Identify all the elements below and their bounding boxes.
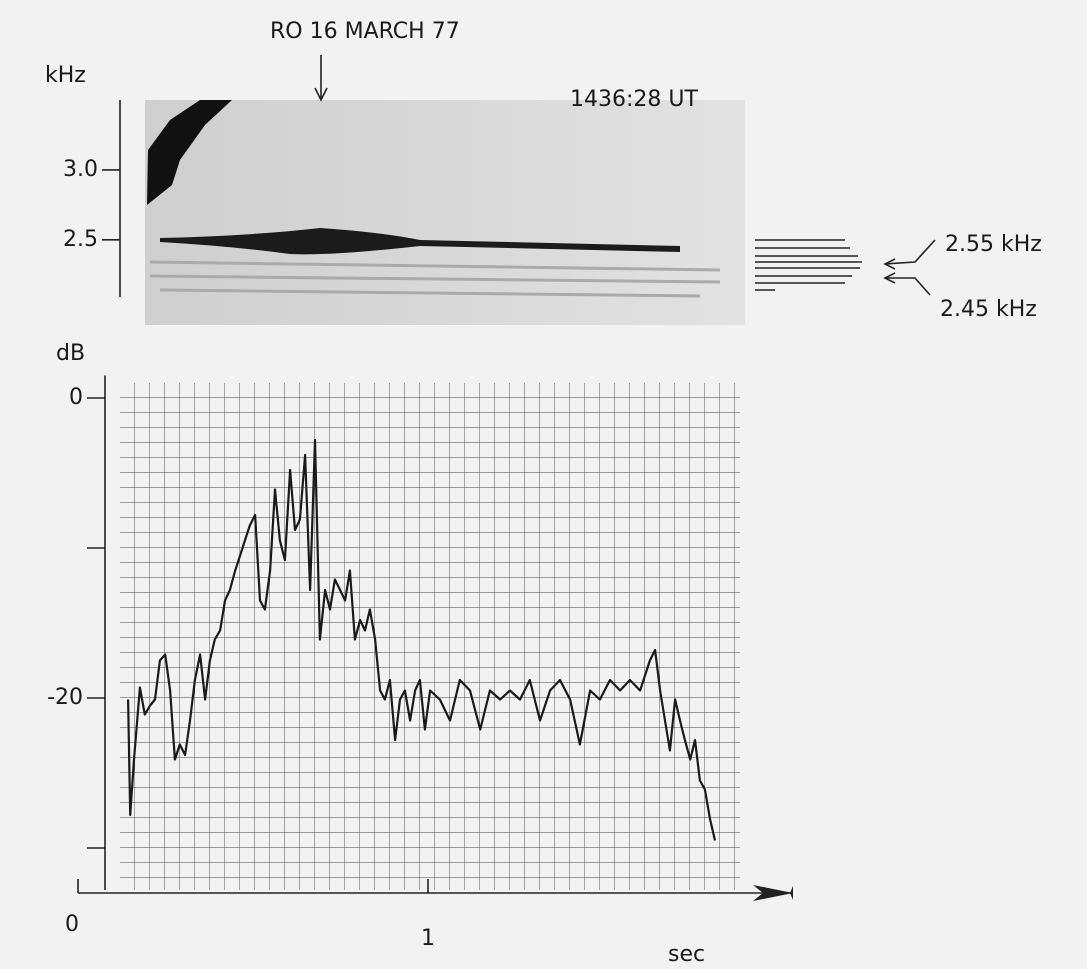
annotation: 2.45 kHz xyxy=(940,297,1037,322)
spectrogram-image xyxy=(145,100,745,325)
y-tick-label: 0 xyxy=(69,385,83,410)
x-tick-label: 1 xyxy=(421,926,435,951)
x-axis-arrow xyxy=(753,885,793,901)
frequency-markers xyxy=(755,239,936,296)
y-tick-label: 3.0 xyxy=(63,157,98,182)
annotation: RO 16 MARCH 77 xyxy=(270,19,460,44)
annotation: 1436:28 UT xyxy=(570,87,698,112)
chart-paper xyxy=(120,383,740,890)
signal-line xyxy=(127,438,717,841)
y-tick-label: -20 xyxy=(47,685,83,710)
y-axis-label: kHz xyxy=(45,63,86,88)
event-arrow xyxy=(314,55,328,102)
annotation: 2.55 kHz xyxy=(945,232,1042,257)
y-tick-label: 2.5 xyxy=(63,227,98,252)
x-tick-label: 0 xyxy=(65,912,79,937)
x-axis-label: sec xyxy=(668,942,705,967)
y-axis-label: dB xyxy=(56,341,85,366)
